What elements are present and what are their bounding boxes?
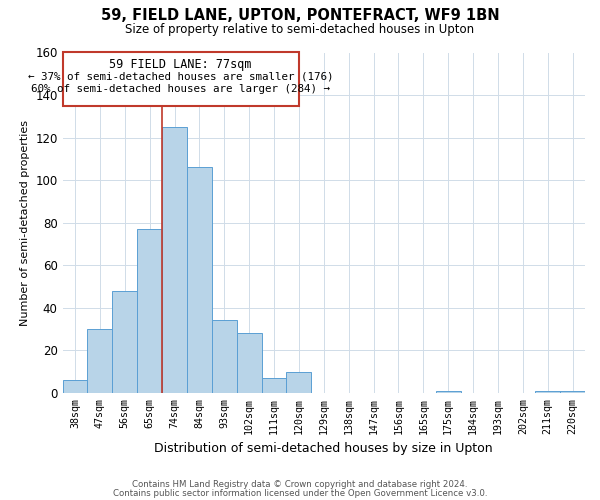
Text: 59, FIELD LANE, UPTON, PONTEFRACT, WF9 1BN: 59, FIELD LANE, UPTON, PONTEFRACT, WF9 1… — [101, 8, 499, 22]
Text: ← 37% of semi-detached houses are smaller (176): ← 37% of semi-detached houses are smalle… — [28, 72, 334, 82]
Text: 60% of semi-detached houses are larger (284) →: 60% of semi-detached houses are larger (… — [31, 84, 330, 94]
X-axis label: Distribution of semi-detached houses by size in Upton: Distribution of semi-detached houses by … — [154, 442, 493, 455]
Bar — [187, 168, 212, 393]
Bar — [212, 320, 237, 393]
Text: Size of property relative to semi-detached houses in Upton: Size of property relative to semi-detach… — [125, 22, 475, 36]
Bar — [88, 329, 112, 393]
Text: 59 FIELD LANE: 77sqm: 59 FIELD LANE: 77sqm — [109, 58, 252, 71]
Bar — [62, 380, 88, 393]
Bar — [137, 229, 162, 393]
Bar — [286, 372, 311, 393]
Bar — [560, 390, 585, 393]
FancyBboxPatch shape — [62, 52, 299, 106]
Bar — [262, 378, 286, 393]
Text: Contains public sector information licensed under the Open Government Licence v3: Contains public sector information licen… — [113, 489, 487, 498]
Bar — [162, 127, 187, 393]
Bar — [112, 290, 137, 393]
Bar — [237, 334, 262, 393]
Text: Contains HM Land Registry data © Crown copyright and database right 2024.: Contains HM Land Registry data © Crown c… — [132, 480, 468, 489]
Bar — [535, 390, 560, 393]
Y-axis label: Number of semi-detached properties: Number of semi-detached properties — [20, 120, 30, 326]
Bar — [436, 390, 461, 393]
